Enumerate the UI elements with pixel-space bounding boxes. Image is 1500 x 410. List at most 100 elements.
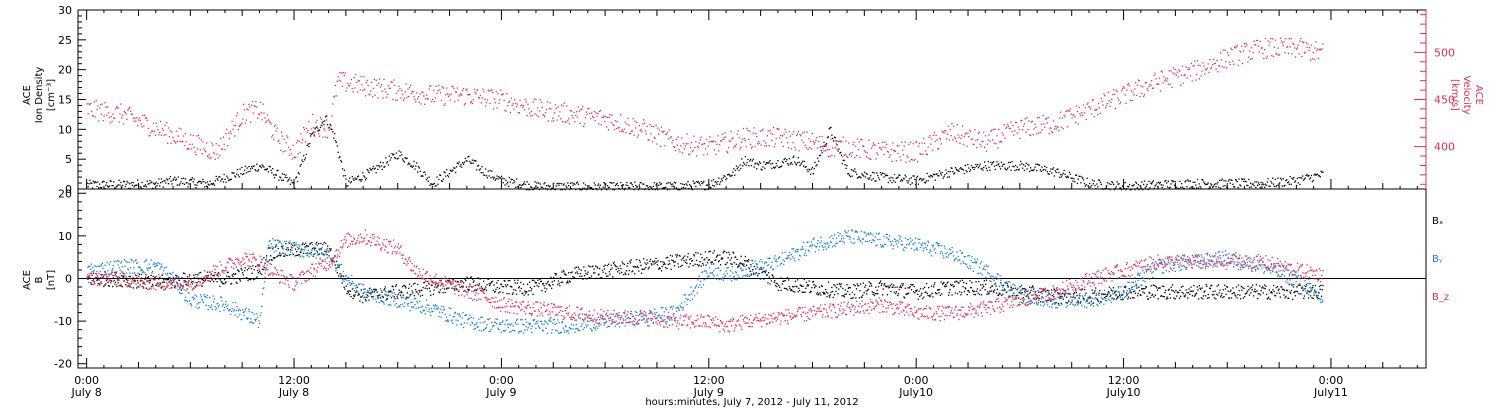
bx-point [265, 259, 267, 261]
velocity-point [802, 132, 804, 134]
density-point [364, 176, 366, 178]
density-point [838, 148, 840, 150]
density-point [682, 186, 685, 189]
velocity-point [723, 137, 725, 139]
bx-point [644, 262, 646, 264]
density-point [114, 187, 116, 189]
velocity-point [808, 138, 810, 140]
bx-point [1251, 289, 1253, 291]
velocity-point [620, 114, 622, 116]
density-point [1319, 176, 1321, 178]
bx-point [833, 294, 836, 296]
bx-point [323, 241, 325, 244]
density-point [1123, 188, 1125, 190]
bx-point [224, 282, 226, 284]
density-point [1312, 179, 1314, 182]
velocity-point [108, 116, 110, 119]
density-point [243, 173, 245, 175]
density-point [431, 183, 433, 185]
density-point [911, 182, 913, 184]
bx-point [408, 287, 410, 289]
bx-point [402, 294, 404, 296]
density-point [393, 153, 395, 155]
density-point [195, 186, 197, 189]
velocity-point [365, 82, 367, 84]
velocity-point [386, 96, 388, 98]
velocity-point [222, 136, 224, 138]
density-point [1220, 179, 1222, 182]
velocity-point [973, 143, 975, 145]
bx-point [1007, 284, 1009, 286]
velocity-point [1300, 38, 1302, 40]
bx-point [518, 287, 520, 289]
bx-point [145, 287, 147, 289]
bx-point [1057, 302, 1060, 305]
density-point [137, 179, 139, 181]
bx-point [1318, 291, 1320, 294]
density-point [291, 181, 293, 184]
density-point [768, 161, 770, 163]
velocity-point [1095, 109, 1097, 111]
bx-point [1283, 294, 1285, 296]
bx-point [320, 242, 322, 245]
density-point [525, 189, 527, 191]
velocity-point [340, 80, 342, 82]
bx-point [1145, 286, 1148, 288]
velocity-point [950, 135, 952, 137]
bx-point [671, 255, 674, 257]
density-point [719, 181, 722, 183]
density-point [786, 159, 788, 161]
bx-point [687, 256, 689, 258]
velocity-point [194, 151, 196, 153]
bx-point [347, 290, 349, 293]
bx-point [934, 292, 937, 294]
velocity-point [474, 91, 476, 93]
bx-point [597, 267, 599, 269]
bx-point [1208, 297, 1210, 299]
velocity-point [439, 89, 441, 91]
velocity-point [1272, 55, 1275, 58]
bx-point [297, 254, 299, 256]
bx-point [831, 286, 833, 289]
velocity-point [1026, 117, 1028, 119]
density-point [1002, 163, 1004, 166]
density-point [810, 168, 813, 170]
bx-point [1079, 295, 1081, 297]
velocity-point [179, 140, 181, 142]
density-point [188, 183, 190, 185]
bx-point [1234, 294, 1236, 296]
bx-point [373, 288, 375, 291]
velocity-point [1021, 119, 1023, 121]
bx-point [966, 294, 968, 296]
density-point [699, 184, 701, 186]
velocity-point [1034, 123, 1036, 125]
density-point [948, 176, 950, 178]
bx-point [818, 286, 821, 288]
bx-point [531, 288, 533, 290]
bx-point [708, 259, 711, 261]
bx-point [1241, 287, 1244, 289]
velocity-point [470, 101, 472, 104]
bx-point [1253, 290, 1255, 293]
density-point [455, 171, 457, 174]
bx-point [133, 279, 135, 282]
velocity-point [452, 86, 454, 88]
bx-point [374, 288, 376, 290]
density-point [572, 184, 574, 186]
velocity-point [501, 94, 504, 96]
velocity-point [1059, 117, 1061, 119]
bx-point [167, 278, 169, 280]
velocity-point [207, 156, 209, 158]
velocity-point [196, 135, 198, 137]
density-point [804, 166, 806, 168]
density-point [704, 189, 707, 191]
bx-point [998, 294, 1000, 296]
bx-point [890, 290, 892, 293]
velocity-point [888, 156, 890, 158]
bx-point [147, 277, 149, 279]
density-point [598, 186, 601, 188]
bx-point [409, 294, 411, 296]
bx-point [862, 282, 865, 284]
bx-point [1164, 292, 1166, 294]
